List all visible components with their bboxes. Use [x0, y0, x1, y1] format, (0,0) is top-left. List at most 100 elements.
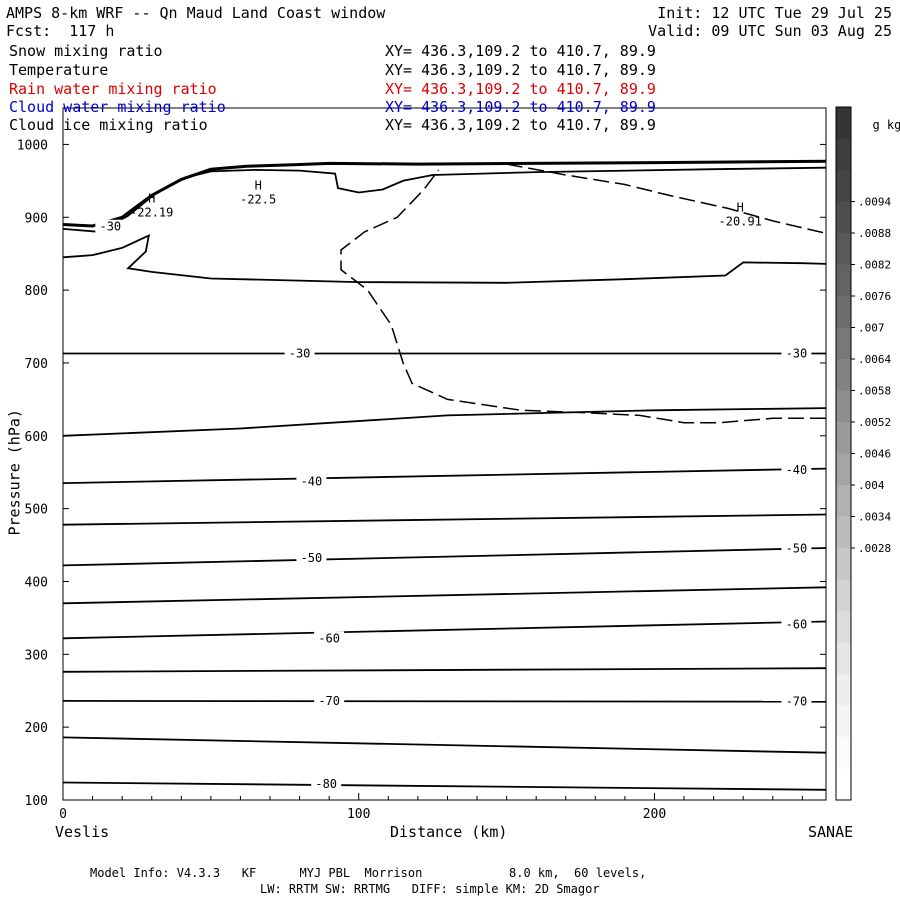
field-coords: XY= 436.3,109.2 to 410.7, 89.9 — [385, 116, 656, 134]
temperature-contour — [62, 586, 827, 605]
colorbar-swatch — [836, 611, 851, 643]
chart-title: AMPS 8-km WRF -- Qn Maud Land Coast wind… — [6, 4, 386, 22]
colorbar-label: .0058 — [858, 385, 891, 398]
x-tick-label: 0 — [59, 807, 67, 822]
contour-label: -50 — [301, 551, 323, 565]
temperature-contour — [62, 620, 827, 640]
colorbar-unit: g kg-1 — [858, 101, 900, 132]
temperature-contour — [62, 781, 827, 791]
contour-label: -30 — [99, 220, 121, 234]
contour-label-background — [781, 617, 812, 632]
colorbar-swatch — [836, 422, 851, 454]
contour-label-background — [95, 219, 126, 234]
field-label: Cloud water mixing ratio — [9, 98, 226, 116]
colorbar-label: .004 — [858, 479, 885, 492]
contour-labels: -80-70 -70-60-60-50-50-40-40-30 -30-30H-22… — [95, 179, 812, 791]
colorbar-swatch — [836, 485, 851, 517]
x-axis-label: Distance (km) — [390, 823, 508, 841]
contour-label-background — [314, 631, 345, 646]
colorbar-swatch — [836, 264, 851, 297]
colorbar-swatch — [836, 768, 851, 801]
temperature-contours — [62, 159, 827, 791]
temperature-contour — [62, 159, 827, 228]
colorbar-label: .0088 — [858, 227, 891, 240]
temperature-contour — [62, 736, 827, 754]
colorbar-swatch — [836, 170, 851, 202]
contour-label: -50 — [786, 542, 808, 556]
contour-label: -70 — [786, 695, 808, 709]
colorbar-label: .0064 — [858, 353, 891, 366]
colorbar-swatch — [836, 453, 851, 486]
field-coords: XY= 436.3,109.2 to 410.7, 89.9 — [385, 98, 656, 116]
x-tick-label: 100 — [347, 807, 370, 822]
contour-label-background — [311, 776, 342, 791]
colorbar-label: .0082 — [858, 259, 891, 272]
colorbar-swatch — [836, 516, 851, 549]
x-right-endpoint: SANAE — [808, 823, 854, 841]
contour-label-background — [296, 474, 327, 489]
y-tick-label: 300 — [25, 648, 48, 663]
colorbar-swatch — [836, 579, 851, 612]
init-time: Init: 12 UTC Tue 29 Jul 25 — [657, 4, 892, 22]
colorbar-label: .007 — [858, 322, 885, 335]
y-tick-label: 600 — [25, 430, 48, 445]
field-label: Snow mixing ratio — [9, 42, 163, 60]
colorbar-label: .0094 — [858, 196, 891, 209]
y-tick-label: 1000 — [17, 138, 48, 153]
colorbar: .0094 .0088 .0082 .0076 .007 .0064 .0058 .0052.… — [835, 106, 891, 801]
contour-label-background — [781, 346, 812, 361]
colorbar-swatch — [836, 107, 851, 139]
high-value: -22.5 — [240, 193, 276, 207]
colorbar-swatch — [836, 737, 851, 769]
contour-label-background — [781, 541, 812, 556]
temperature-contour — [62, 166, 827, 233]
footer-line-1: Model Info: V4.3.3 KF MYJ PBL Morrison 8… — [90, 866, 647, 880]
field-label: Temperature — [9, 61, 109, 79]
high-marker: H — [255, 179, 262, 193]
colorbar-swatch — [836, 296, 851, 328]
y-tick-label: 900 — [25, 211, 48, 226]
field-label: Cloud ice mixing ratio — [9, 116, 208, 134]
temperature-contour — [62, 547, 827, 567]
colorbar-unit-base: g kg — [872, 118, 900, 132]
colorbar-label: .0046 — [858, 448, 891, 461]
valid-time: Valid: 09 UTC Sun 03 Aug 25 — [648, 22, 892, 40]
surface-dashed-line — [506, 163, 827, 235]
y-axis-label: Pressure (hPa) — [5, 409, 24, 536]
colorbar-swatch — [836, 327, 851, 360]
colorbar-swatch — [836, 390, 851, 423]
colorbar-swatch — [836, 138, 851, 171]
y-tick-label: 800 — [25, 284, 48, 299]
colorbar-label: .0034 — [858, 511, 891, 524]
x-tick-label: 200 — [643, 807, 666, 822]
x-left-endpoint: Veslis — [55, 823, 110, 841]
contour-label-background — [314, 693, 345, 708]
colorbar-swatch — [836, 674, 851, 706]
colorbar-swatch — [836, 359, 851, 391]
footer-line-2: LW: RRTM SW: RRTMG DIFF: simple KM: 2D S… — [260, 882, 600, 896]
temperature-contour — [62, 407, 827, 437]
colorbar-label: .0028 — [858, 542, 891, 555]
field-coords: XY= 436.3,109.2 to 410.7, 89.9 — [385, 42, 656, 60]
contour-label: -40 — [301, 475, 323, 489]
plot-frame — [62, 107, 827, 801]
field-label: Rain water mixing ratio — [9, 80, 217, 98]
y-tick-label: 500 — [25, 503, 48, 518]
contour-label: -60 — [318, 631, 340, 645]
colorbar-swatch — [836, 548, 851, 580]
colorbar-swatch — [836, 233, 851, 265]
cloud-boundaries — [340, 163, 827, 424]
colorbar-swatch — [836, 201, 851, 234]
colorbar-swatch — [836, 705, 851, 738]
forecast-hour: Fcst: 117 h — [6, 22, 115, 40]
contour-label-background — [296, 551, 327, 566]
high-value: -20.91 — [719, 214, 762, 228]
colorbar-label: .0052 — [858, 416, 891, 429]
temperature-contour — [62, 700, 827, 703]
temperature-contour — [62, 667, 827, 673]
contour-label: -30 — [289, 346, 311, 360]
temperature-contour — [62, 513, 827, 526]
y-tick-label: 400 — [25, 575, 48, 590]
field-coords: XY= 436.3,109.2 to 410.7, 89.9 — [385, 80, 656, 98]
